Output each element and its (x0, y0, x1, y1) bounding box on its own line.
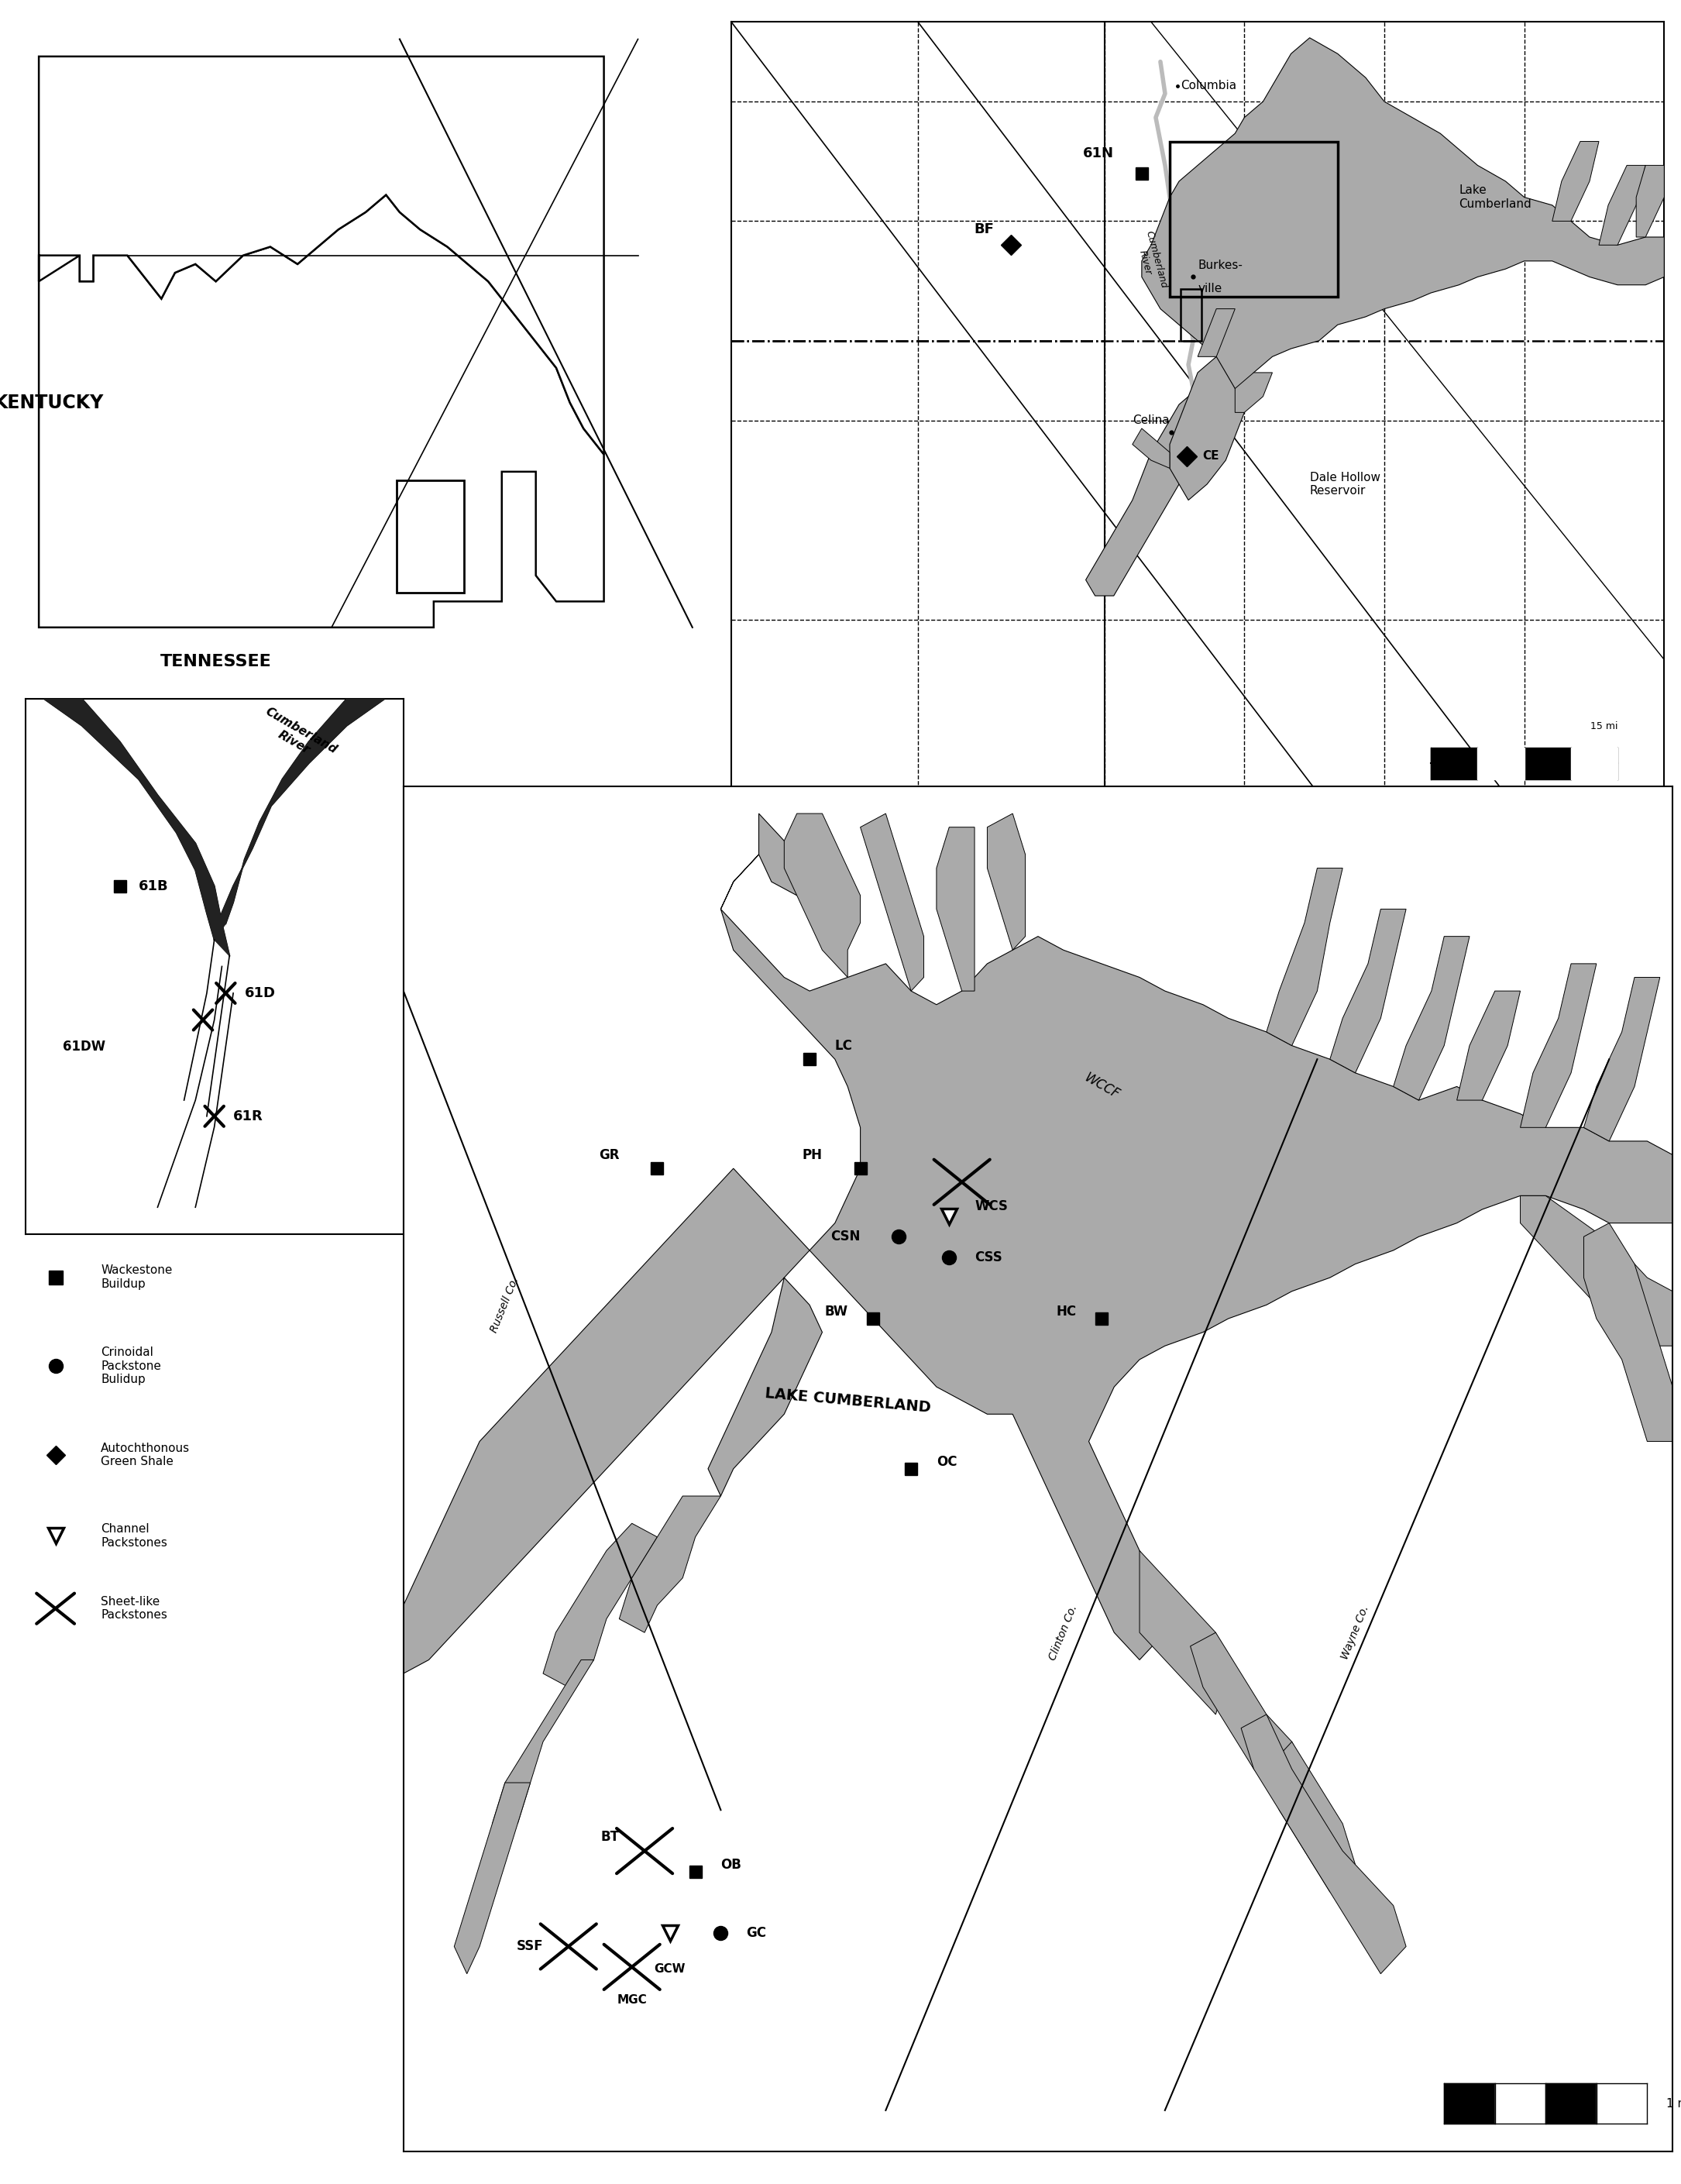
Polygon shape (1197, 308, 1236, 356)
Polygon shape (1266, 867, 1343, 1046)
Text: CSN: CSN (830, 1230, 861, 1243)
Text: CSS: CSS (975, 1249, 1002, 1265)
Polygon shape (1457, 992, 1520, 1101)
Polygon shape (1170, 356, 1244, 500)
Text: GC: GC (746, 1926, 767, 1939)
Bar (1182, 288, 1202, 341)
Polygon shape (543, 1524, 657, 1686)
Text: Channel
Packstones: Channel Packstones (101, 1522, 168, 1548)
Text: Lake
Cumberland: Lake Cumberland (1459, 186, 1531, 210)
Text: Russell Co.: Russell Co. (489, 1275, 521, 1334)
Polygon shape (1140, 1551, 1229, 1714)
Polygon shape (1584, 978, 1659, 1140)
Text: GR: GR (598, 1149, 619, 1162)
Polygon shape (493, 1660, 593, 1824)
Text: Cumberland
River: Cumberland River (257, 705, 338, 767)
Polygon shape (213, 699, 385, 939)
Polygon shape (1190, 1634, 1304, 1795)
Text: ville: ville (1197, 284, 1222, 295)
Polygon shape (1330, 909, 1405, 1072)
Polygon shape (1241, 1714, 1405, 1974)
Text: 61N: 61N (1083, 146, 1115, 159)
Polygon shape (1236, 373, 1273, 413)
Text: Cumberland
River: Cumberland River (1133, 229, 1170, 293)
Polygon shape (1266, 1743, 1355, 1891)
Text: KENTUCKY: KENTUCKY (0, 393, 104, 413)
Text: MGC: MGC (617, 1994, 647, 2005)
Polygon shape (1086, 37, 1664, 596)
Text: Celina: Celina (1133, 415, 1170, 426)
Text: PH: PH (802, 1149, 822, 1162)
Polygon shape (454, 1782, 531, 1974)
Bar (397, 480, 464, 592)
Text: BT: BT (600, 1830, 619, 1843)
Text: Columbia: Columbia (1182, 81, 1237, 92)
Polygon shape (1133, 428, 1170, 467)
Text: LC: LC (835, 1040, 852, 1053)
Text: CE: CE (1202, 450, 1219, 463)
Text: Sheet-like
Packstones: Sheet-like Packstones (101, 1597, 168, 1621)
Polygon shape (1636, 166, 1664, 238)
Polygon shape (1552, 142, 1599, 221)
Polygon shape (936, 828, 975, 992)
Text: 1 mi: 1 mi (1666, 2097, 1681, 2110)
Text: Wayne Co.: Wayne Co. (1340, 1603, 1372, 1662)
Text: 61B: 61B (138, 880, 168, 893)
Text: Dale Hollow
Reservoir: Dale Hollow Reservoir (1309, 472, 1380, 496)
Text: Clinton Co.: Clinton Co. (1047, 1603, 1079, 1662)
Polygon shape (1599, 166, 1646, 245)
Text: 61D: 61D (245, 987, 276, 1000)
Text: WCCF: WCCF (1081, 1070, 1121, 1103)
Polygon shape (1584, 1223, 1673, 1441)
Polygon shape (619, 1496, 721, 1634)
Text: 61DW: 61DW (64, 1040, 106, 1053)
Bar (1170, 142, 1338, 297)
Text: OC: OC (936, 1455, 956, 1470)
Polygon shape (1520, 1197, 1673, 1345)
Text: 20 km: 20 km (1587, 793, 1617, 804)
Polygon shape (1394, 937, 1469, 1101)
Text: Burkes-: Burkes- (1197, 260, 1242, 271)
Text: 15 mi: 15 mi (1590, 721, 1617, 732)
Text: BW: BW (824, 1304, 847, 1319)
Polygon shape (1520, 963, 1597, 1127)
Polygon shape (987, 812, 1025, 950)
Text: HC: HC (1056, 1304, 1076, 1319)
Text: Autochthonous
Green Shale: Autochthonous Green Shale (101, 1441, 190, 1468)
Polygon shape (44, 699, 229, 957)
Polygon shape (39, 57, 603, 454)
Text: SSF: SSF (516, 1939, 543, 1952)
Text: LAKE CUMBERLAND: LAKE CUMBERLAND (765, 1387, 931, 1415)
Text: Crinoidal
Packstone
Bulidup: Crinoidal Packstone Bulidup (101, 1348, 161, 1385)
Text: WCS: WCS (975, 1199, 1009, 1214)
Polygon shape (861, 812, 925, 992)
Polygon shape (783, 812, 861, 978)
Text: TENNESSEE: TENNESSEE (160, 655, 272, 670)
Polygon shape (39, 194, 603, 627)
Text: Wackestone
Buildup: Wackestone Buildup (101, 1265, 173, 1291)
Text: 61R: 61R (234, 1109, 264, 1123)
Text: BF: BF (973, 223, 993, 236)
Polygon shape (403, 812, 1673, 1673)
Text: OB: OB (721, 1859, 741, 1872)
Text: GCW: GCW (654, 1963, 686, 1974)
